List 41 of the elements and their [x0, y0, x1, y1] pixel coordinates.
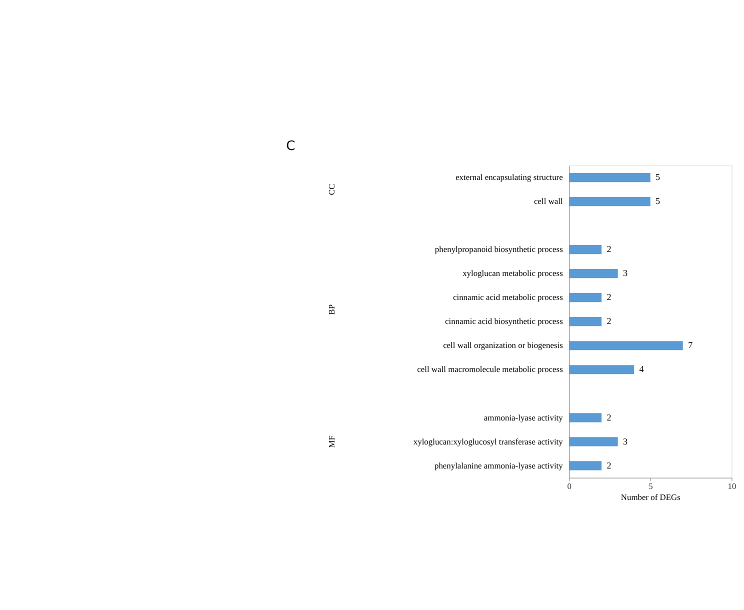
bar [569, 293, 602, 302]
y-tick-label: external encapsulating structure [456, 172, 564, 182]
data-label: 7 [688, 340, 694, 350]
text: MF [326, 435, 336, 448]
text: BP [326, 304, 336, 315]
data-label: 3 [623, 436, 628, 446]
text: C [286, 138, 296, 154]
bar [569, 437, 618, 446]
data-label: 2 [606, 292, 612, 302]
y-tick-label: cell wall [534, 196, 564, 206]
data-label: 5 [656, 172, 661, 182]
y-tick-label: xyloglucan:xyloglucosyl transferase activity [413, 436, 564, 446]
bar [569, 269, 618, 278]
data-label: 5 [656, 196, 661, 206]
bar [569, 245, 602, 254]
data-label: 2 [606, 244, 612, 254]
bar [569, 461, 602, 470]
x-tick-label: 5 [648, 481, 653, 492]
y-tick-label: cinnamic acid metabolic process [452, 292, 563, 302]
data-label: 3 [623, 268, 628, 278]
bar [569, 341, 683, 350]
y-tick-label: cell wall macromolecule metabolic process [417, 364, 563, 374]
y-tick-label: ammonia-lyase activity [484, 412, 564, 422]
data-label: 2 [606, 316, 612, 326]
data-label: 2 [606, 460, 612, 470]
bar [569, 365, 634, 374]
x-tick-label: 0 [567, 481, 572, 492]
y-tick-label: cell wall organization or biogenesis [443, 340, 563, 350]
y-tick-label: phenylalanine ammonia-lyase activity [434, 460, 564, 470]
y-tick-label: xyloglucan metabolic process [462, 268, 563, 278]
data-label: 2 [606, 412, 612, 422]
y-tick-label: cinnamic acid biosynthetic process [445, 316, 563, 326]
bar [569, 317, 602, 326]
text: CC [326, 184, 336, 196]
data-label: 4 [639, 364, 644, 374]
y-tick-label: phenylpropanoid biosynthetic process [434, 244, 563, 254]
x-tick-label: 10 [728, 481, 736, 492]
bar [569, 196, 650, 206]
bar [569, 172, 650, 182]
x-axis-title: Number of DEGs [620, 492, 680, 502]
bar [569, 413, 602, 422]
